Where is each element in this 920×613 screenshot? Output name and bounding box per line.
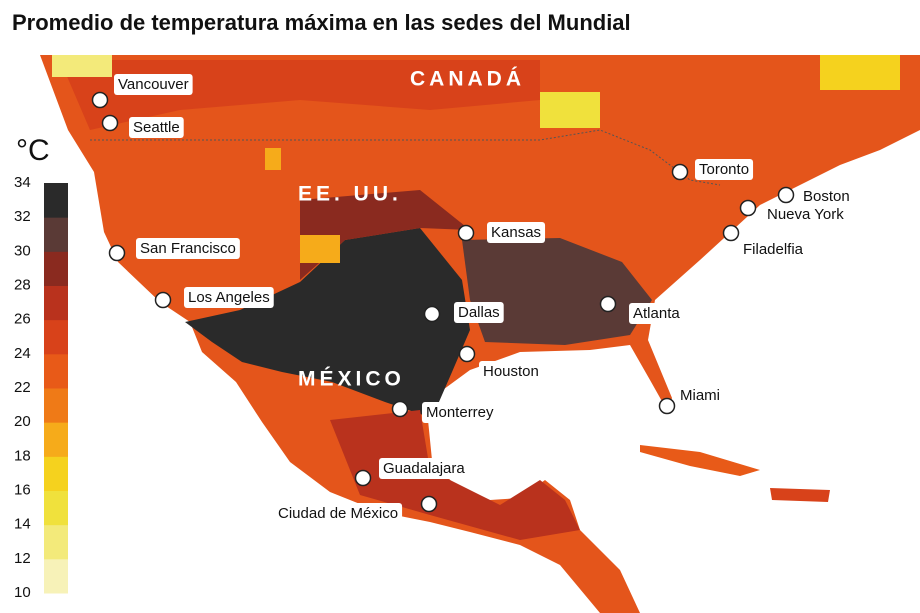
- legend-swatch: [44, 251, 68, 286]
- legend-swatch: [44, 524, 68, 560]
- hot-south: [185, 228, 470, 418]
- legend-tick-label: 24: [14, 345, 31, 362]
- label-bg: [136, 237, 240, 259]
- legend-tick-label: 16: [14, 481, 31, 498]
- legend-swatch: [44, 558, 68, 594]
- label-bg: [479, 360, 543, 382]
- legend-tick-label: 30: [14, 242, 31, 259]
- label-bg: [184, 286, 274, 308]
- legend-tick-label: 14: [14, 516, 31, 533]
- warm-plains: [300, 190, 470, 280]
- city-label: Los Angeles: [188, 289, 270, 306]
- city-label: Toronto: [699, 161, 749, 178]
- legend-swatch: [44, 456, 68, 491]
- legend-tick-label: 22: [14, 379, 31, 396]
- label-bg: [379, 457, 470, 479]
- continent: [40, 55, 920, 613]
- city-marker: [457, 224, 475, 242]
- city-marker: [658, 397, 676, 415]
- city-label: Miami: [680, 387, 720, 404]
- mexico-south: [330, 410, 580, 540]
- label-bg: [799, 185, 854, 207]
- city-label: San Francisco: [140, 240, 236, 257]
- cuba: [640, 445, 760, 476]
- city-label: Boston: [803, 188, 850, 205]
- city-label: Monterrey: [426, 404, 494, 421]
- country-label: EE. UU.: [298, 183, 402, 206]
- border: [90, 129, 721, 186]
- legend-tick-label: 26: [14, 311, 31, 328]
- label-bg: [274, 502, 403, 524]
- legend-swatch: [44, 319, 68, 355]
- city-marker: [739, 199, 757, 217]
- city-marker: [599, 295, 617, 313]
- legend-swatch: [44, 388, 68, 423]
- legend-swatch: [44, 490, 68, 526]
- city-marker: [108, 244, 126, 262]
- city-label: Kansas: [491, 224, 541, 241]
- city-marker: [423, 305, 441, 323]
- city-label: Nueva York: [767, 206, 844, 223]
- city-label: Guadalajara: [383, 460, 465, 477]
- warm-southeast: [462, 238, 652, 345]
- label-bg: [422, 401, 499, 423]
- title: Promedio de temperatura máxima en las se…: [12, 10, 631, 35]
- city-label: Dallas: [458, 304, 500, 321]
- label-bg: [695, 158, 754, 180]
- legend-swatch: [44, 285, 68, 321]
- city-marker: [101, 114, 119, 132]
- legend-swatch: [44, 183, 68, 218]
- city-label: Seattle: [133, 119, 180, 136]
- country-label: MÉXICO: [298, 368, 405, 391]
- label-bg: [629, 302, 685, 324]
- legend-swatch: [44, 422, 68, 457]
- legend-tick-label: 32: [14, 208, 31, 225]
- legend-tick-label: 28: [14, 276, 31, 293]
- city-marker: [354, 469, 372, 487]
- city-label: Filadelfia: [743, 241, 804, 258]
- city-label: Ciudad de México: [278, 505, 398, 522]
- label-bg: [676, 384, 724, 406]
- cool-patch: [820, 55, 900, 90]
- city-marker: [91, 91, 109, 109]
- legend-tick-label: 20: [14, 413, 31, 430]
- label-bg: [739, 238, 808, 260]
- label-bg: [114, 73, 193, 95]
- city-marker: [154, 291, 172, 309]
- cool-patch: [52, 55, 112, 77]
- cool-patch: [265, 148, 281, 170]
- cool-patch: [300, 235, 340, 263]
- city-label: Houston: [483, 363, 539, 380]
- city-marker: [777, 186, 795, 204]
- label-bg: [129, 116, 184, 138]
- city-marker: [420, 495, 438, 513]
- label-bg: [763, 203, 849, 225]
- legend-swatch: [44, 353, 68, 389]
- hispaniola: [770, 488, 830, 502]
- label-bg: [454, 301, 504, 323]
- legend-swatch: [44, 217, 68, 252]
- city-marker: [458, 345, 476, 363]
- land: [40, 55, 920, 613]
- legend-tick-label: 10: [14, 584, 31, 601]
- city-label: Atlanta: [633, 305, 680, 322]
- legend-tick-label: 18: [14, 447, 31, 464]
- legend-unit: °C: [16, 134, 50, 167]
- city-marker: [722, 224, 740, 242]
- label-bg: [487, 221, 546, 243]
- cool-patch: [540, 92, 600, 128]
- legend-tick-label: 34: [14, 174, 31, 191]
- country-label: CANADÁ: [410, 68, 525, 91]
- city-marker: [671, 163, 689, 181]
- city-label: Vancouver: [118, 76, 189, 93]
- legend-tick-label: 12: [14, 550, 31, 567]
- city-marker: [391, 400, 409, 418]
- cities: Vancouver Seattle San Francisco Los Angeles…: [91, 73, 854, 524]
- legend: 10 12 14 16 18 20 22 24 26 28 30 32 34: [14, 174, 68, 601]
